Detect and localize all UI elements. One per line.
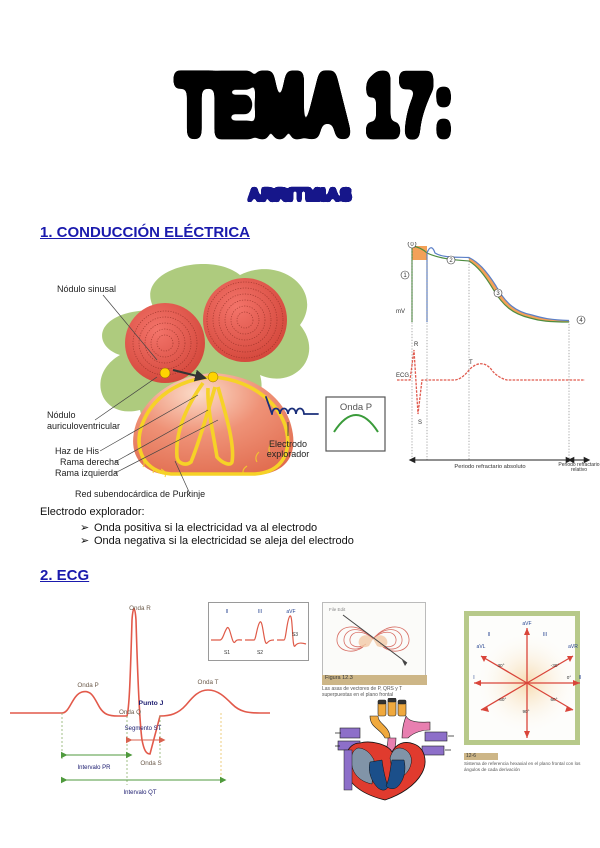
svg-text:R: R xyxy=(414,342,419,348)
svg-text:explorador: explorador xyxy=(267,449,310,459)
svg-text:S2: S2 xyxy=(257,650,263,656)
svg-text:aVL: aVL xyxy=(477,644,486,650)
svg-text:auriculoventricular: auriculoventricular xyxy=(47,421,120,431)
svg-text:Rama derecha: Rama derecha xyxy=(60,457,119,467)
svg-text:II: II xyxy=(226,609,229,615)
svg-text:90°: 90° xyxy=(522,709,529,714)
svg-text:III: III xyxy=(543,632,547,638)
svg-text:Electrodo: Electrodo xyxy=(269,439,307,449)
svg-text:Intervalo PR: Intervalo PR xyxy=(77,765,111,771)
svg-text:II: II xyxy=(488,632,491,638)
svg-text:aVF: aVF xyxy=(286,609,295,615)
svg-text:-60°: -60° xyxy=(498,697,507,702)
svg-text:S1: S1 xyxy=(224,650,230,656)
svg-text:TEMA 17:: TEMA 17: xyxy=(176,56,454,153)
svg-text:Red subendocárdica de Purkinje: Red subendocárdica de Purkinje xyxy=(75,489,205,499)
svg-text:T: T xyxy=(469,360,473,366)
svg-text:Nódulo sinusal: Nódulo sinusal xyxy=(57,284,116,294)
svg-text:File Edit: File Edit xyxy=(329,607,346,612)
svg-text:Punto J: Punto J xyxy=(139,700,164,707)
svg-text:S3: S3 xyxy=(292,632,298,638)
svg-text:Onda T: Onda T xyxy=(198,679,219,686)
svg-text:Haz de His: Haz de His xyxy=(55,446,100,456)
svg-text:-30°: -30° xyxy=(551,663,560,668)
svg-text:Onda R: Onda R xyxy=(129,605,151,612)
svg-text:60°: 60° xyxy=(550,697,557,702)
svg-text:I: I xyxy=(473,675,474,681)
svg-text:Onda P: Onda P xyxy=(340,402,372,413)
svg-text:30°: 30° xyxy=(497,663,504,668)
svg-text:II: II xyxy=(579,675,582,681)
svg-text:III: III xyxy=(258,609,262,615)
svg-text:ECG: ECG xyxy=(396,373,409,379)
svg-text:Rama izquierda: Rama izquierda xyxy=(55,468,118,478)
svg-text:Onda S: Onda S xyxy=(140,760,161,767)
svg-text:Onda Q: Onda Q xyxy=(119,709,141,716)
svg-text:aVF: aVF xyxy=(522,621,531,627)
svg-text:0°: 0° xyxy=(567,675,572,680)
svg-text:Nódulo: Nódulo xyxy=(47,410,76,420)
svg-text:ARRITMIAS: ARRITMIAS xyxy=(248,185,353,205)
svg-text:relativo: relativo xyxy=(571,467,587,472)
svg-text:Onda P: Onda P xyxy=(77,682,98,689)
svg-text:Segmento ST: Segmento ST xyxy=(125,726,162,732)
svg-text:aVR: aVR xyxy=(568,644,578,650)
svg-text:S: S xyxy=(418,420,422,426)
svg-text:mV: mV xyxy=(396,309,405,315)
svg-text:Intervalo QT: Intervalo QT xyxy=(123,790,156,796)
svg-text:Periodo refractario absoluto: Periodo refractario absoluto xyxy=(454,464,525,470)
